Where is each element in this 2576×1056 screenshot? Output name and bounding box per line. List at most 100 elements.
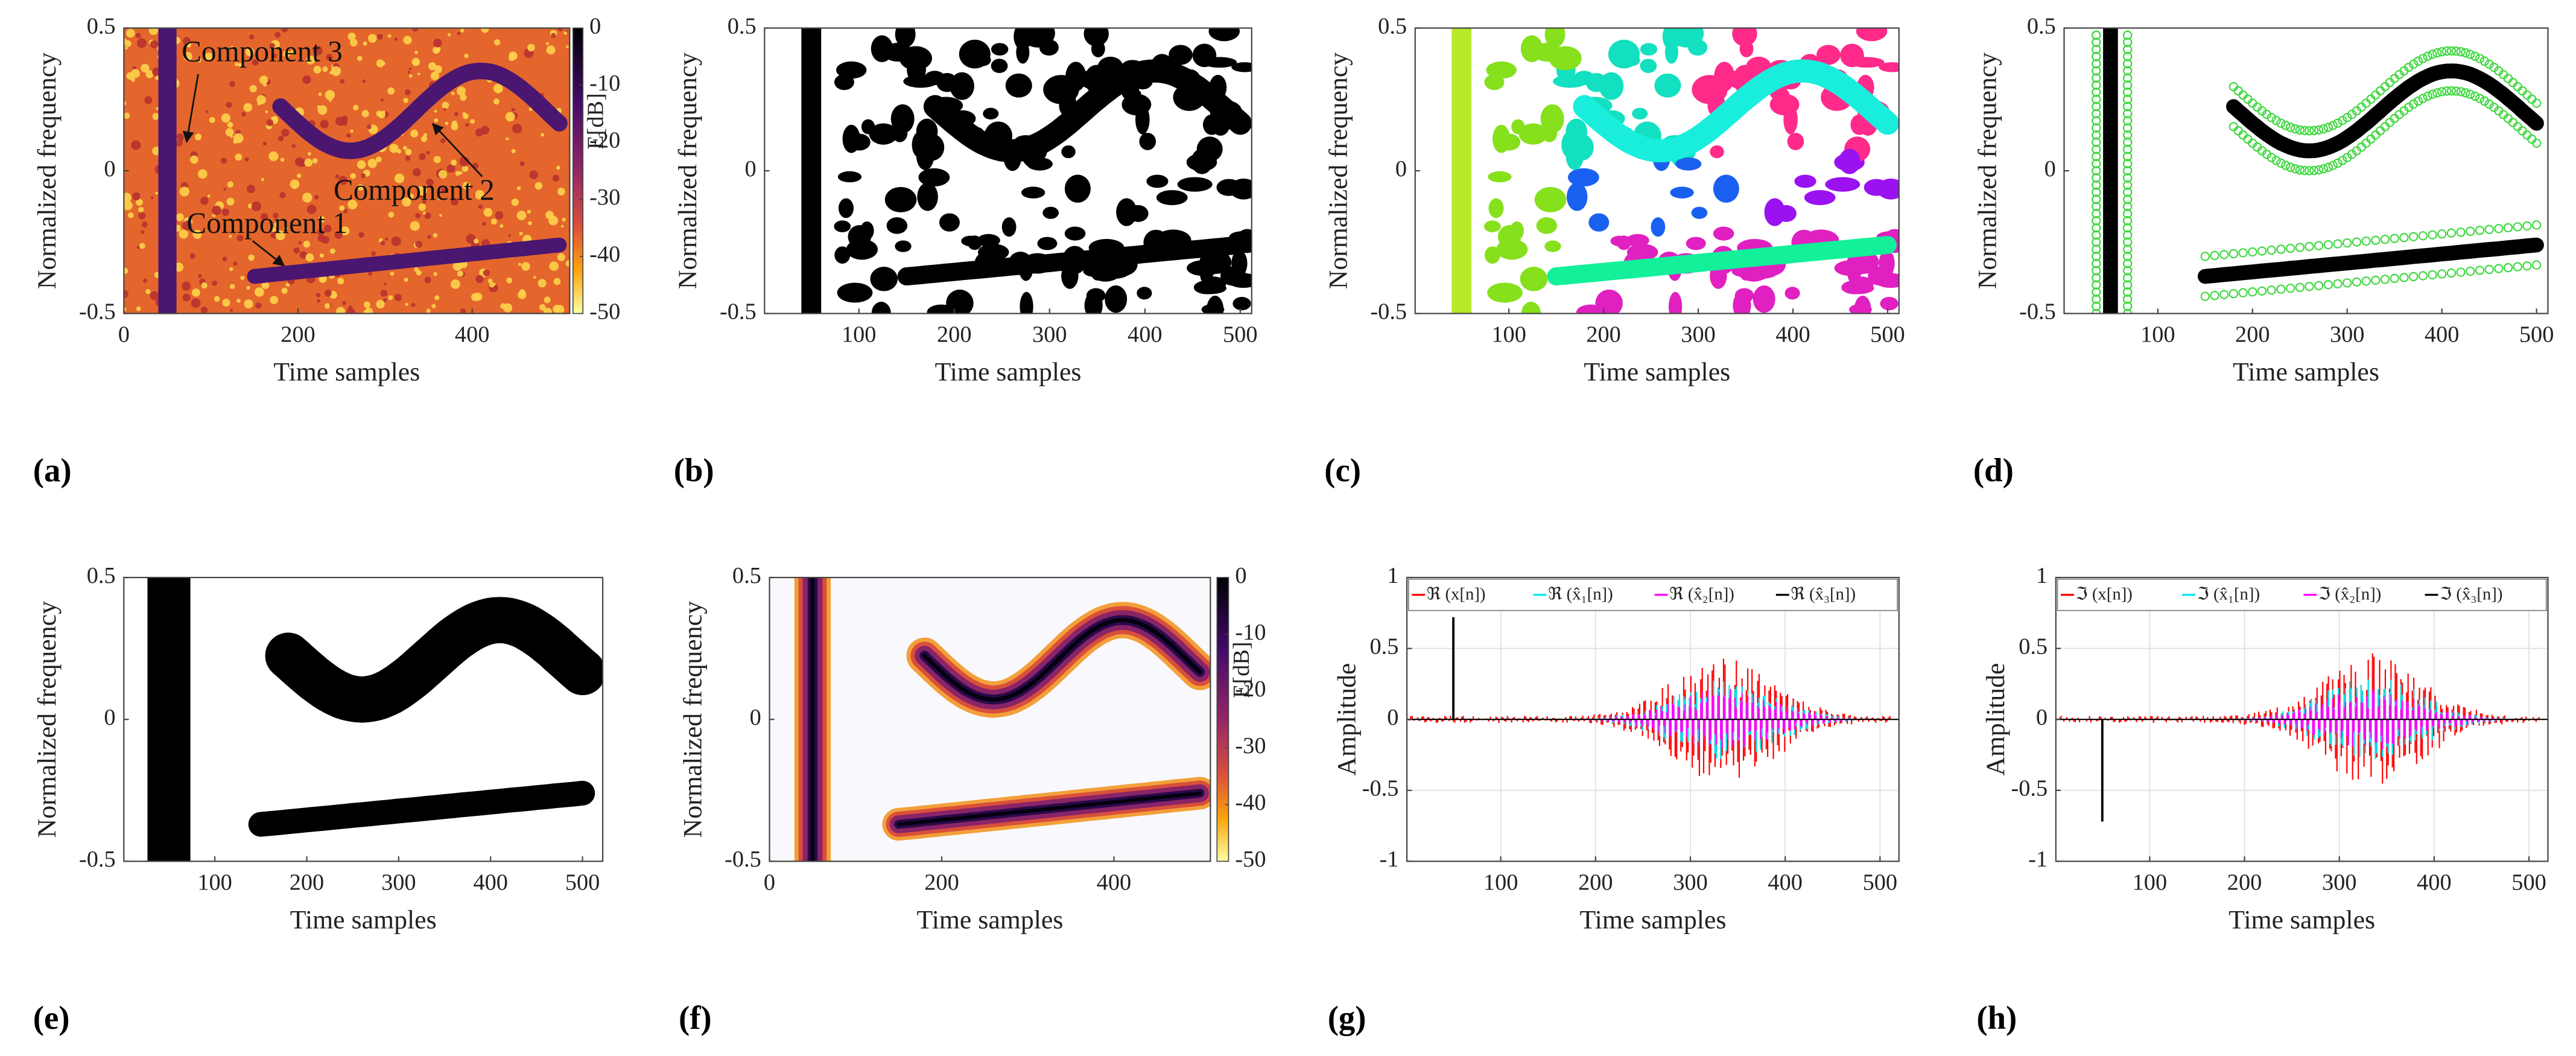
speck — [182, 281, 191, 291]
speck — [394, 293, 402, 302]
ridge-marker — [2413, 56, 2423, 66]
speck — [347, 199, 358, 210]
speck — [433, 156, 441, 164]
blob — [1874, 273, 1899, 288]
speck — [227, 121, 233, 128]
x-tick-label: 200 — [290, 870, 324, 895]
speck — [205, 52, 212, 60]
blob — [1001, 217, 1017, 237]
ridge-marker — [2461, 88, 2470, 98]
speck — [212, 205, 221, 215]
blob — [1654, 73, 1681, 98]
ridge-marker — [2092, 194, 2101, 204]
speck — [223, 188, 226, 191]
speck — [367, 158, 378, 168]
ridge-marker — [2092, 252, 2101, 261]
speck — [148, 28, 159, 36]
colorbar-tick-label: -20 — [1235, 676, 1266, 702]
ridge-marker — [2314, 125, 2324, 135]
blob — [1037, 237, 1058, 250]
ridge-marker — [2122, 259, 2133, 269]
speck — [124, 290, 128, 298]
ridge-marker — [2428, 89, 2437, 99]
blob — [838, 198, 854, 218]
component — [2225, 63, 2544, 159]
blob — [983, 107, 999, 120]
speck — [541, 133, 545, 137]
speck — [416, 270, 422, 276]
speck — [229, 308, 233, 312]
speck — [299, 251, 308, 259]
speck — [230, 46, 235, 49]
blob — [1595, 289, 1623, 314]
blob — [1670, 186, 1694, 199]
ridge-marker — [2423, 91, 2432, 101]
speck — [407, 71, 410, 74]
ridge-marker — [2475, 226, 2485, 235]
speck — [402, 145, 407, 150]
speck — [135, 33, 141, 39]
speck — [226, 197, 235, 206]
speck — [367, 124, 372, 130]
ridge-marker — [2531, 260, 2542, 270]
blob — [991, 43, 1009, 56]
blob — [899, 46, 932, 71]
speck — [337, 278, 344, 285]
speck — [266, 119, 274, 127]
speck — [318, 92, 322, 97]
speck — [331, 66, 341, 77]
speck — [424, 276, 431, 284]
speck — [518, 262, 522, 266]
ridge-marker — [2092, 37, 2101, 47]
ridge-marker — [2092, 144, 2101, 154]
y-tick-label: 0.5 — [732, 563, 761, 588]
ridge-marker — [2338, 156, 2347, 165]
x-tick-label: 500 — [2511, 870, 2546, 895]
ridge-marker — [2122, 73, 2133, 83]
legend-label: ℑ (x[n]) — [2076, 585, 2133, 604]
ridge-marker — [2267, 113, 2276, 122]
x-tick-label: 300 — [1681, 322, 1715, 348]
speck — [500, 224, 504, 228]
ridge-marker — [2295, 243, 2305, 252]
speck — [141, 63, 150, 73]
ridge-marker — [2295, 282, 2305, 292]
ridge-marker — [2371, 235, 2381, 245]
x-axis-label: Time samples — [290, 906, 437, 935]
component — [265, 597, 603, 723]
ridge-marker — [2494, 224, 2504, 234]
speck — [220, 157, 227, 164]
speck — [280, 157, 285, 162]
speck — [270, 296, 279, 304]
blob — [1064, 226, 1086, 241]
speck — [543, 308, 553, 314]
annotation-arrow — [252, 240, 285, 267]
speck — [442, 101, 449, 109]
blob — [895, 240, 912, 252]
speck — [511, 107, 515, 112]
speck — [527, 209, 531, 214]
plot-area — [769, 577, 1211, 862]
speck — [335, 174, 340, 179]
ridge-marker — [2333, 158, 2343, 168]
speck — [361, 110, 369, 118]
speck — [367, 34, 377, 43]
speck — [179, 229, 189, 239]
panel: ℜ (x[n]) ℜ (x̂₁[n]) ℜ (x̂₂[n]) ℜ (x̂₃[n])10… — [1328, 563, 1900, 1036]
blob — [1020, 291, 1033, 314]
speck — [426, 150, 430, 154]
y-tick-label: -0.5 — [2011, 776, 2048, 801]
ridge-marker — [2092, 237, 2101, 247]
y-tick-label: 0.5 — [2019, 634, 2048, 659]
blob — [961, 235, 980, 247]
x-axis-label: Time samples — [935, 358, 1082, 387]
speck — [225, 128, 234, 136]
speck — [464, 53, 469, 59]
blob — [1192, 43, 1217, 68]
blob — [1686, 237, 1706, 250]
speck — [404, 89, 411, 95]
x-tick-label: 500 — [1870, 322, 1905, 348]
ridge-marker — [2122, 87, 2133, 97]
speck — [260, 213, 268, 221]
